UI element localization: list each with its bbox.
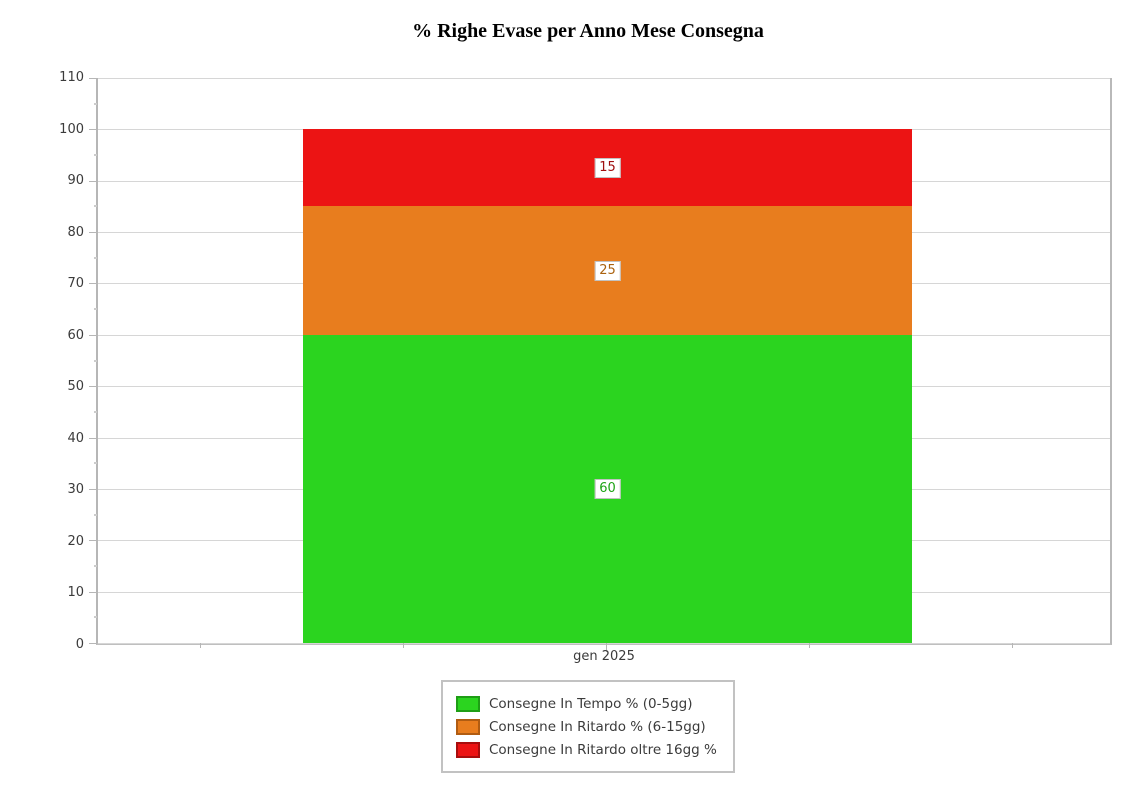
y-axis-minor-tick	[94, 513, 97, 516]
y-gridline	[98, 643, 1110, 644]
legend-item-label: Consegne In Ritardo oltre 16gg %	[489, 741, 717, 758]
plot-area: 60 25 15	[89, 78, 1112, 652]
y-axis-tick-label: 110	[59, 70, 84, 85]
legend-item[interactable]: Consegne In Ritardo % (6-15gg)	[456, 715, 717, 738]
y-axis-major-tick	[89, 232, 97, 234]
x-axis-minor-tick	[199, 643, 201, 648]
y-axis-minor-tick	[94, 462, 97, 465]
y-axis-tick-label: 50	[67, 379, 84, 395]
y-axis-tick-label: 20	[67, 533, 84, 549]
y-axis-major-tick	[89, 488, 97, 490]
y-gridline	[98, 78, 1110, 79]
legend-swatch-icon	[456, 741, 480, 758]
y-axis-major-tick	[89, 180, 97, 182]
y-axis-tick-label: 90	[67, 173, 84, 189]
y-axis-major-tick	[89, 78, 97, 79]
bar-data-label: 25	[594, 260, 621, 281]
y-axis-tick-label: 60	[67, 327, 84, 343]
legend-item[interactable]: Consegne In Tempo % (0-5gg)	[456, 692, 717, 715]
y-axis-tick-label: 100	[59, 121, 84, 137]
y-axis-major-tick	[89, 643, 97, 644]
y-axis-tick-label: 10	[67, 585, 84, 601]
y-axis-major-tick	[89, 283, 97, 285]
x-axis-minor-tick	[809, 643, 811, 648]
y-axis-tick-label: 70	[67, 276, 84, 292]
y-axis-tick-label: 80	[67, 224, 84, 240]
y-axis-minor-tick	[94, 359, 97, 362]
y-axis-major-tick	[89, 540, 97, 542]
y-axis-major-tick	[89, 386, 97, 388]
x-axis-category-label: gen 2025	[573, 649, 635, 664]
bar-data-label: 60	[594, 478, 621, 499]
chart-title: % Righe Evase per Anno Mese Consegna	[412, 20, 764, 42]
y-axis-minor-tick	[94, 154, 97, 157]
y-axis-minor-tick	[94, 205, 97, 208]
legend: Consegne In Tempo % (0-5gg) Consegne In R…	[441, 680, 735, 773]
y-axis-major-tick	[89, 437, 97, 439]
y-axis-tick-label: 0	[75, 637, 84, 652]
x-axis-minor-tick	[1012, 643, 1014, 648]
y-axis-tick-label: 40	[67, 430, 84, 446]
legend-item-label: Consegne In Ritardo % (6-15gg)	[489, 718, 706, 735]
y-axis-minor-tick	[94, 616, 97, 619]
legend-swatch-icon	[456, 695, 480, 712]
y-axis-minor-tick	[94, 102, 97, 105]
y-axis-major-tick	[89, 129, 97, 131]
legend-item-label: Consegne In Tempo % (0-5gg)	[489, 695, 693, 712]
bar-data-label: 15	[594, 157, 621, 178]
x-axis-major-tick	[606, 643, 607, 652]
legend-swatch-icon	[456, 718, 480, 735]
y-axis-minor-tick	[94, 256, 97, 259]
y-axis-major-tick	[89, 334, 97, 336]
legend-item[interactable]: Consegne In Ritardo oltre 16gg %	[456, 738, 717, 761]
y-axis-major-tick	[89, 591, 97, 593]
y-axis-minor-tick	[94, 410, 97, 413]
y-axis-minor-tick	[94, 308, 97, 311]
x-axis-minor-tick	[402, 643, 404, 648]
y-axis-tick-label: 30	[67, 482, 84, 498]
y-axis-minor-tick	[94, 564, 97, 567]
